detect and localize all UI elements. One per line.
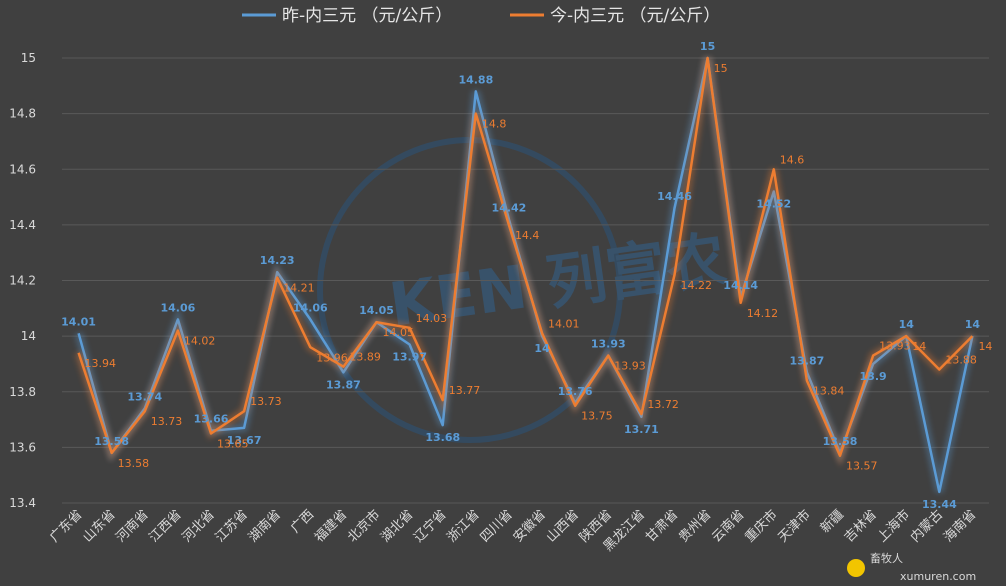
x-tick-label: 福建省 bbox=[312, 507, 350, 545]
data-label: 13.89 bbox=[349, 351, 381, 364]
x-tick-label: 湖北省 bbox=[378, 507, 416, 545]
data-label: 13.93 bbox=[591, 338, 626, 351]
data-label: 14.06 bbox=[293, 301, 328, 314]
y-tick-label: 13.8 bbox=[9, 385, 36, 399]
x-tick-label: 广东省 bbox=[47, 507, 85, 545]
data-label: 14.14 bbox=[723, 279, 758, 292]
site-watermark: 畜牧人 xumuren.com bbox=[847, 551, 976, 583]
y-tick-label: 13.4 bbox=[9, 496, 36, 510]
data-label: 13.88 bbox=[945, 354, 977, 367]
data-label: 13.57 bbox=[846, 460, 878, 473]
x-tick-label: 河北省 bbox=[180, 507, 218, 545]
x-tick-label: 贵州省 bbox=[676, 507, 714, 545]
x-tick-label: 北京市 bbox=[344, 507, 383, 546]
heart-logo-icon bbox=[847, 559, 865, 577]
data-label: 13.93 bbox=[879, 340, 911, 353]
x-tick-label: 海南省 bbox=[940, 507, 979, 546]
x-tick-label: 新疆 bbox=[817, 507, 847, 537]
x-tick-label: 吉林省 bbox=[842, 507, 880, 545]
legend-entry: 今-内三元 （元/公斤） bbox=[550, 6, 720, 26]
x-tick-label: 内蒙古 bbox=[907, 507, 946, 546]
data-label: 13.76 bbox=[558, 385, 593, 398]
data-label: 14.01 bbox=[61, 315, 96, 328]
x-tick-label: 山东省 bbox=[80, 507, 118, 545]
data-label: 14 bbox=[978, 340, 992, 353]
y-tick-label: 14.6 bbox=[9, 162, 36, 176]
data-label: 14.42 bbox=[492, 201, 527, 214]
legend-entry: 昨-内三元 （元/公斤） bbox=[282, 6, 452, 26]
site-name: 畜牧人 bbox=[870, 551, 903, 565]
data-label: 13.87 bbox=[790, 354, 825, 367]
data-label: 13.73 bbox=[250, 395, 282, 408]
data-label: 14 bbox=[912, 340, 926, 353]
data-label: 13.58 bbox=[118, 457, 149, 470]
y-tick-label: 14.2 bbox=[9, 274, 36, 288]
x-tick-label: 广西 bbox=[288, 507, 317, 536]
data-label: 13.75 bbox=[581, 410, 613, 423]
data-label: 13.93 bbox=[614, 360, 646, 373]
data-label: 13.44 bbox=[922, 498, 957, 511]
data-label: 14.06 bbox=[160, 301, 195, 314]
data-label: 14 bbox=[534, 342, 550, 355]
data-label: 13.84 bbox=[813, 385, 845, 398]
data-label: 13.96 bbox=[316, 351, 348, 364]
data-label: 14.46 bbox=[657, 190, 692, 203]
series-line-today bbox=[77, 56, 974, 457]
y-tick-label: 15 bbox=[21, 51, 36, 65]
data-label: 13.77 bbox=[449, 384, 481, 397]
data-label: 14.21 bbox=[283, 282, 315, 295]
x-tick-label: 云南省 bbox=[709, 507, 748, 546]
x-tick-label: 甘肃省 bbox=[643, 507, 681, 545]
data-label: 13.66 bbox=[194, 413, 229, 426]
data-label: 14.01 bbox=[548, 317, 580, 330]
x-tick-label: 上海市 bbox=[874, 507, 913, 546]
x-tick-label: 四川省 bbox=[478, 507, 516, 545]
x-tick-label: 湖南省 bbox=[245, 507, 284, 546]
data-label: 13.71 bbox=[624, 423, 659, 436]
data-label: 14.23 bbox=[260, 254, 295, 267]
data-label: 13.74 bbox=[127, 390, 162, 403]
x-tick-label: 重庆市 bbox=[742, 507, 781, 546]
y-tick-label: 14.8 bbox=[9, 107, 36, 121]
data-label: 14.52 bbox=[756, 198, 791, 211]
data-label: 14 bbox=[899, 318, 915, 331]
y-tick-label: 14 bbox=[21, 329, 36, 343]
data-label: 14.02 bbox=[184, 335, 216, 348]
data-label: 13.68 bbox=[425, 431, 460, 444]
data-label: 14.88 bbox=[458, 73, 493, 86]
data-label: 13.87 bbox=[326, 378, 361, 391]
x-tick-label: 河南省 bbox=[113, 507, 152, 546]
data-label: 14.05 bbox=[383, 326, 415, 339]
data-label: 13.73 bbox=[151, 415, 183, 428]
data-label: 14.6 bbox=[780, 153, 805, 166]
site-url: xumuren.com bbox=[900, 570, 976, 583]
x-tick-label: 天津市 bbox=[775, 507, 814, 546]
data-label: 13.58 bbox=[94, 435, 129, 448]
data-label: 13.94 bbox=[85, 357, 117, 370]
data-label: 13.9 bbox=[860, 370, 887, 383]
data-label: 14.03 bbox=[416, 312, 448, 325]
data-label: 14.4 bbox=[515, 229, 540, 242]
data-label: 14.22 bbox=[680, 279, 712, 292]
data-label: 14.05 bbox=[359, 304, 394, 317]
data-label: 13.67 bbox=[227, 434, 262, 447]
data-label: 14.12 bbox=[747, 307, 779, 320]
data-label: 13.72 bbox=[647, 398, 679, 411]
x-tick-label: 江苏省 bbox=[212, 507, 251, 546]
x-tick-label: 辽宁省 bbox=[411, 507, 450, 546]
data-label: 15 bbox=[700, 40, 715, 53]
data-label: 14 bbox=[965, 318, 981, 331]
x-tick-label: 浙江省 bbox=[444, 507, 482, 545]
y-tick-label: 13.6 bbox=[9, 440, 36, 454]
y-tick-label: 14.4 bbox=[9, 218, 36, 232]
data-label: 15 bbox=[714, 62, 728, 75]
x-tick-label: 山西省 bbox=[544, 507, 582, 545]
data-label: 14.8 bbox=[482, 118, 507, 131]
data-label: 13.97 bbox=[392, 350, 427, 363]
x-tick-label: 江西省 bbox=[147, 507, 185, 545]
data-label: 13.58 bbox=[823, 435, 858, 448]
x-tick-label: 安徽省 bbox=[511, 507, 549, 545]
data-label: 13.65 bbox=[217, 437, 249, 450]
